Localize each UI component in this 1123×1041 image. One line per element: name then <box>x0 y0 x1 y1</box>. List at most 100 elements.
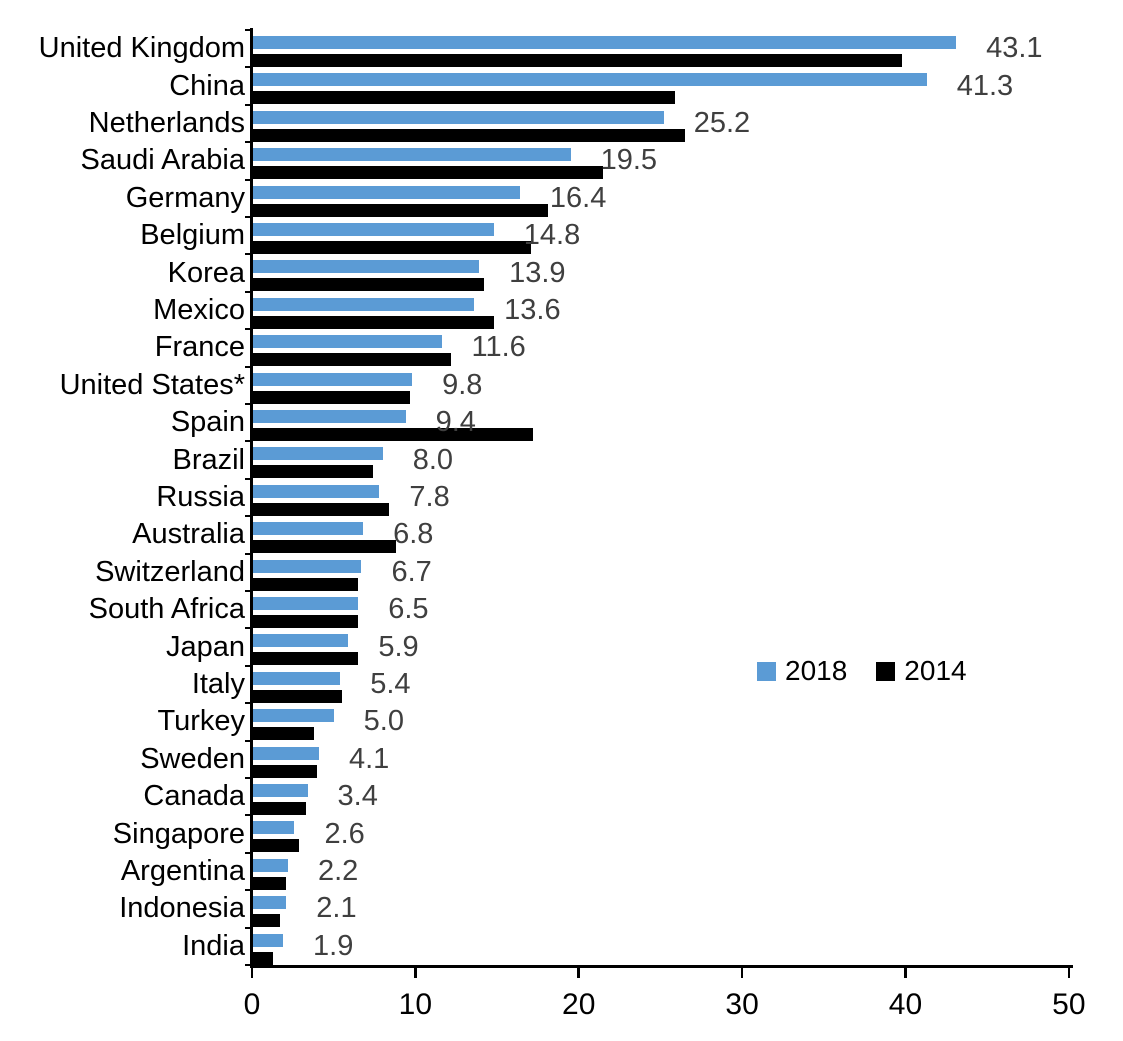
category-label-argentina: Argentina <box>120 855 245 887</box>
bar-2014-saudi-arabia <box>252 166 604 180</box>
bar-2018-korea <box>252 260 480 274</box>
category-label-china: China <box>169 69 245 102</box>
bar-2014-korea <box>252 278 484 292</box>
bar-2014-sweden <box>252 764 318 778</box>
category-label-united-states: United States* <box>59 368 245 401</box>
x-tick-label-50: 50 <box>1052 988 1086 1021</box>
category-tick-mark <box>245 590 252 592</box>
category-tick-mark <box>245 515 252 518</box>
value-label-korea: 13.9 <box>509 256 566 289</box>
bar-2018-brazil <box>252 447 383 461</box>
category-label-south-africa: South Africa <box>88 593 245 626</box>
category-tick-mark <box>245 702 252 705</box>
value-label-canada: 3.4 <box>337 780 378 813</box>
bar-2018-netherlands <box>252 110 664 124</box>
bar-2018-canada <box>252 784 308 797</box>
bar-2014-india <box>252 951 274 965</box>
bar-2014-netherlands <box>252 128 685 142</box>
category-label-france: France <box>154 331 245 364</box>
bar-2018-singapore <box>252 821 295 835</box>
value-label-south-africa: 6.5 <box>388 593 429 626</box>
category-tick-mark <box>245 739 252 742</box>
legend-label-2018: 2018 <box>785 655 848 686</box>
value-label-argentina: 2.2 <box>317 855 359 887</box>
category-label-australia: Australia <box>132 518 245 551</box>
category-label-germany: Germany <box>125 181 245 214</box>
value-label-netherlands: 25.2 <box>693 107 751 139</box>
bar-2018-india <box>252 933 284 947</box>
category-label-japan: Japan <box>165 630 245 663</box>
category-label-saudi-arabia: Saudi Arabia <box>80 144 245 177</box>
bar-2014-united-states <box>252 390 411 404</box>
bar-2014-united-kingdom <box>252 54 903 67</box>
bar-2014-canada <box>252 802 306 815</box>
bar-2018-turkey <box>252 709 334 723</box>
category-tick-mark <box>245 964 252 966</box>
category-label-indonesia: Indonesia <box>119 892 245 925</box>
category-tick-mark <box>245 178 252 181</box>
x-tick-mark-40 <box>904 965 907 978</box>
x-tick-mark-10 <box>414 965 417 978</box>
bar-2014-spain <box>252 428 533 441</box>
x-tick-label-20: 20 <box>562 988 596 1021</box>
bar-2018-united-states <box>252 372 413 386</box>
value-label-japan: 5.9 <box>378 630 419 663</box>
value-label-belgium: 14.8 <box>523 219 581 252</box>
bar-2018-united-kingdom <box>252 36 957 49</box>
value-label-spain: 9.4 <box>435 406 476 439</box>
bar-2014-china <box>252 91 676 105</box>
value-label-germany: 16.4 <box>549 181 607 214</box>
x-axis-line <box>250 965 1073 968</box>
value-label-turkey: 5.0 <box>363 705 404 738</box>
category-tick-mark <box>245 552 252 555</box>
bar-2018-russia <box>252 484 380 498</box>
bar-2014-singapore <box>252 839 300 853</box>
bar-2014-belgium <box>252 241 532 254</box>
bar-2014-italy <box>252 689 342 703</box>
legend-swatch-2014 <box>876 661 896 681</box>
bar-2018-italy <box>252 671 341 685</box>
value-label-indonesia: 2.1 <box>316 892 357 925</box>
value-label-saudi-arabia: 19.5 <box>600 144 658 177</box>
bar-2014-argentina <box>252 876 287 890</box>
bar-2014-brazil <box>252 465 373 479</box>
category-label-belgium: Belgium <box>140 219 245 252</box>
category-label-singapore: Singapore <box>112 817 245 850</box>
bar-2018-sweden <box>252 746 319 760</box>
category-tick-mark <box>245 216 252 218</box>
category-tick-mark <box>245 103 252 106</box>
category-label-canada: Canada <box>143 780 245 813</box>
category-label-korea: Korea <box>167 256 245 289</box>
legend-swatch-2018 <box>757 661 776 681</box>
bar-2014-mexico <box>252 315 494 329</box>
bar-2018-belgium <box>252 223 494 236</box>
bar-2018-switzerland <box>252 559 362 573</box>
category-tick-mark <box>245 403 252 405</box>
y-axis-line <box>250 28 253 968</box>
category-label-brazil: Brazil <box>172 443 245 476</box>
bar-2014-germany <box>252 203 548 217</box>
category-tick-mark <box>245 440 252 443</box>
bar-2018-indonesia <box>252 896 287 910</box>
bar-2018-south-africa <box>252 597 359 610</box>
category-tick-mark <box>245 851 252 854</box>
category-label-sweden: Sweden <box>140 742 245 775</box>
value-label-france: 11.6 <box>471 331 526 364</box>
category-tick-mark <box>245 477 252 480</box>
category-tick-mark <box>245 926 252 929</box>
category-tick-mark <box>245 365 252 368</box>
category-label-russia: Russia <box>156 481 245 513</box>
bar-2018-mexico <box>252 297 475 311</box>
category-label-switzerland: Switzerland <box>95 555 245 588</box>
category-label-netherlands: Netherlands <box>88 107 245 139</box>
bar-2014-france <box>252 353 452 367</box>
category-label-mexico: Mexico <box>153 294 245 326</box>
x-tick-label-0: 0 <box>243 988 261 1021</box>
value-label-united-kingdom: 43.1 <box>986 32 1043 65</box>
category-tick-mark <box>245 664 252 667</box>
x-tick-label-30: 30 <box>725 988 759 1021</box>
legend-label-2014: 2014 <box>904 655 967 686</box>
value-label-china: 41.3 <box>956 69 1014 102</box>
category-label-spain: Spain <box>170 406 245 439</box>
